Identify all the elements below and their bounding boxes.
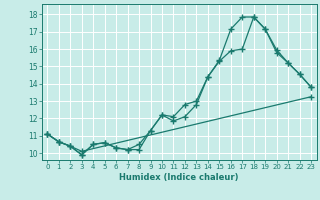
- X-axis label: Humidex (Indice chaleur): Humidex (Indice chaleur): [119, 173, 239, 182]
